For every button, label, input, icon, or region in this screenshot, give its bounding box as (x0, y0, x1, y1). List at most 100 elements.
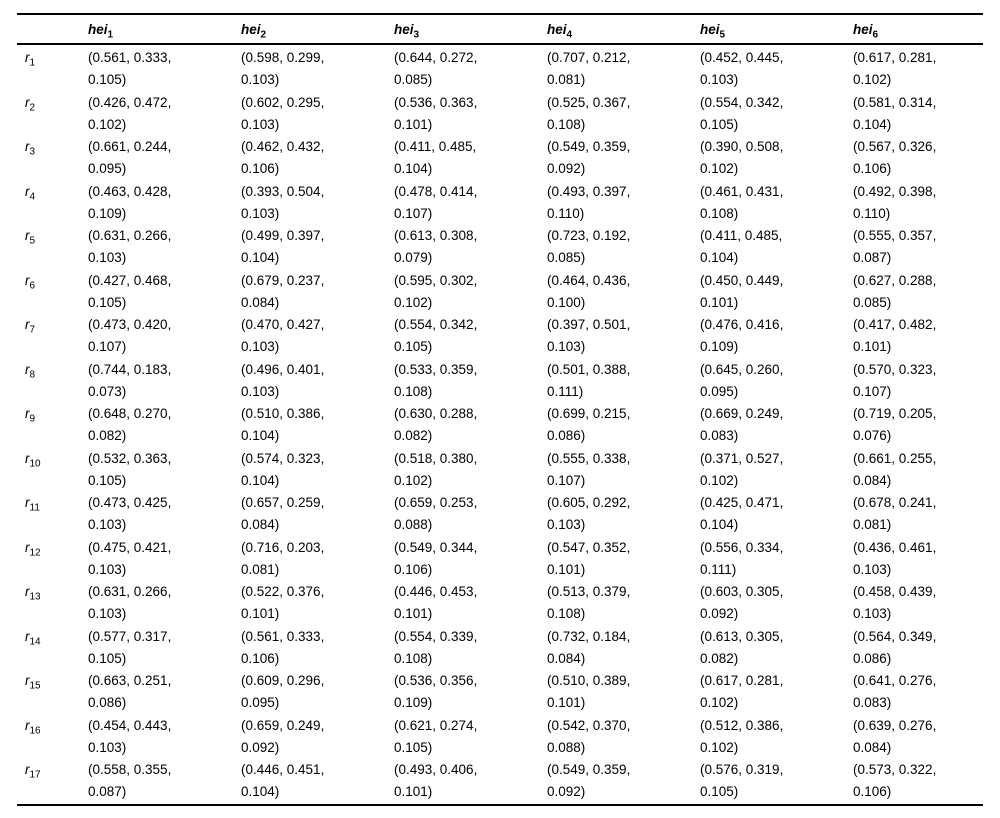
column-header-hei1: hei1 (88, 14, 241, 44)
cell-line-2: 0.092) (547, 784, 586, 799)
cell-line-1: (0.475, 0.421, (88, 539, 172, 555)
cell-line-2: 0.101) (547, 561, 586, 577)
cell-line-2: 0.107) (853, 383, 892, 399)
cell-line-2: 0.107) (547, 472, 586, 488)
cell: (0.493, 0.397, 0.110) (547, 181, 700, 226)
cell-line-2: 0.106) (853, 784, 892, 799)
cell-line-2: 0.082) (700, 650, 739, 666)
cell-line-1: (0.627, 0.288, (853, 272, 937, 288)
cell-line-1: (0.561, 0.333, (241, 628, 325, 644)
cell-line-2: 0.103) (853, 606, 892, 621)
table-row: r5 (0.631, 0.266, 0.103) (0.499, 0.397, 0.10… (17, 225, 983, 270)
cell: (0.397, 0.501, 0.103) (547, 314, 700, 359)
cell: (0.641, 0.276, 0.083) (853, 670, 983, 715)
row-label-subscript: 4 (29, 191, 36, 203)
cell-line-1: (0.558, 0.355, (88, 762, 172, 777)
cell-line-1: (0.397, 0.501, (547, 317, 631, 332)
cell: (0.561, 0.333, 0.106) (241, 626, 394, 671)
cell: (0.603, 0.305, 0.092) (700, 581, 853, 626)
cell-line-2: 0.095) (88, 161, 127, 176)
cell: (0.630, 0.288, 0.082) (394, 403, 547, 448)
cell: (0.513, 0.379, 0.108) (547, 581, 700, 626)
cell-line-2: 0.103) (241, 383, 280, 399)
cell: (0.536, 0.363, 0.101) (394, 92, 547, 137)
cell-line-2: 0.081) (241, 561, 280, 577)
row-label-subscript: 5 (29, 235, 36, 247)
cell-line-2: 0.103) (88, 250, 127, 265)
cell-line-2: 0.110) (853, 205, 891, 221)
cell: (0.577, 0.317, 0.105) (88, 626, 241, 671)
cell: (0.613, 0.308, 0.079) (394, 225, 547, 270)
cell: (0.462, 0.432, 0.106) (241, 136, 394, 181)
cell-line-1: (0.609, 0.296, (241, 673, 325, 688)
cell-line-2: 0.109) (394, 695, 433, 710)
row-label-text: r (25, 272, 30, 288)
cell: (0.501, 0.388, 0.111) (547, 359, 700, 404)
cell-line-2: 0.108) (394, 650, 433, 666)
cell-line-2: 0.104) (241, 428, 280, 443)
cell-line-1: (0.645, 0.260, (700, 361, 784, 377)
cell-line-2: 0.106) (241, 161, 280, 176)
cell-line-2: 0.103) (241, 205, 280, 221)
cell-line-2: 0.083) (853, 695, 892, 710)
cell: (0.558, 0.355, 0.087) (88, 759, 241, 805)
table-row: r17 (0.558, 0.355, 0.087) (0.446, 0.451, 0.1… (17, 759, 983, 805)
cell-line-2: 0.103) (547, 339, 586, 354)
table-row: r14 (0.577, 0.317, 0.105) (0.561, 0.333, 0.1… (17, 626, 983, 671)
cell: (0.547, 0.352, 0.101) (547, 537, 700, 582)
header-row: hei1 hei2 hei3 hei4 hei5 hei6 (17, 14, 983, 44)
row-label: r5 (17, 225, 88, 270)
cell: (0.464, 0.436, 0.100) (547, 270, 700, 315)
cell-line-1: (0.499, 0.397, (241, 228, 325, 243)
cell: (0.390, 0.508, 0.102) (700, 136, 853, 181)
corner-cell (17, 14, 88, 44)
row-label-subscript: 14 (29, 636, 41, 648)
cell-line-1: (0.574, 0.323, (241, 450, 325, 466)
table-row: r1 (0.561, 0.333, 0.105) (0.598, 0.299, 0.10… (17, 44, 983, 92)
cell-line-1: (0.510, 0.389, (547, 673, 631, 688)
cell: (0.478, 0.414, 0.107) (394, 181, 547, 226)
cell-line-2: 0.105) (700, 784, 739, 799)
cell-line-1: (0.427, 0.468, (88, 272, 172, 288)
cell-line-1: (0.639, 0.276, (853, 717, 937, 733)
cell-line-2: 0.107) (394, 205, 433, 221)
cell-line-2: 0.102) (394, 294, 433, 310)
cell-line-1: (0.716, 0.203, (241, 539, 325, 555)
cell-line-2: 0.087) (853, 250, 892, 265)
table-row: r10 (0.532, 0.363, 0.105) (0.574, 0.323, 0.1… (17, 448, 983, 493)
row-label: r17 (17, 759, 88, 805)
row-label: r10 (17, 448, 88, 493)
cell-line-1: (0.555, 0.357, (853, 228, 937, 243)
cell: (0.613, 0.305, 0.082) (700, 626, 853, 671)
column-header-text: hei (700, 22, 720, 37)
cell: (0.631, 0.266, 0.103) (88, 581, 241, 626)
table-row: r12 (0.475, 0.421, 0.103) (0.716, 0.203, 0.0… (17, 537, 983, 582)
cell-line-1: (0.598, 0.299, (241, 50, 325, 65)
cell: (0.567, 0.326, 0.106) (853, 136, 983, 181)
column-header-subscript: 5 (719, 29, 726, 41)
cell: (0.493, 0.406, 0.101) (394, 759, 547, 805)
row-label-text: r (25, 628, 30, 644)
cell: (0.554, 0.342, 0.105) (394, 314, 547, 359)
cell-line-2: 0.105) (700, 116, 739, 132)
cell-line-2: 0.106) (241, 650, 280, 666)
cell-line-1: (0.549, 0.344, (394, 539, 478, 555)
cell-line-1: (0.561, 0.333, (88, 50, 172, 65)
cell: (0.452, 0.445, 0.103) (700, 44, 853, 92)
cell-line-1: (0.458, 0.439, (853, 584, 937, 599)
row-label-subscript: 16 (29, 725, 41, 737)
cell: (0.609, 0.296, 0.095) (241, 670, 394, 715)
cell: (0.707, 0.212, 0.081) (547, 44, 700, 92)
cell: (0.659, 0.249, 0.092) (241, 715, 394, 760)
row-label: r2 (17, 92, 88, 137)
cell-line-1: (0.496, 0.401, (241, 361, 325, 377)
cell: (0.427, 0.468, 0.105) (88, 270, 241, 315)
cell-line-2: 0.079) (394, 250, 433, 265)
cell-line-1: (0.426, 0.472, (88, 94, 172, 110)
cell-line-2: 0.105) (88, 472, 127, 488)
cell-line-1: (0.577, 0.317, (88, 628, 172, 644)
row-label: r6 (17, 270, 88, 315)
cell-line-2: 0.106) (853, 161, 892, 176)
column-header-text: hei (394, 22, 414, 37)
cell-line-1: (0.554, 0.342, (394, 317, 478, 332)
